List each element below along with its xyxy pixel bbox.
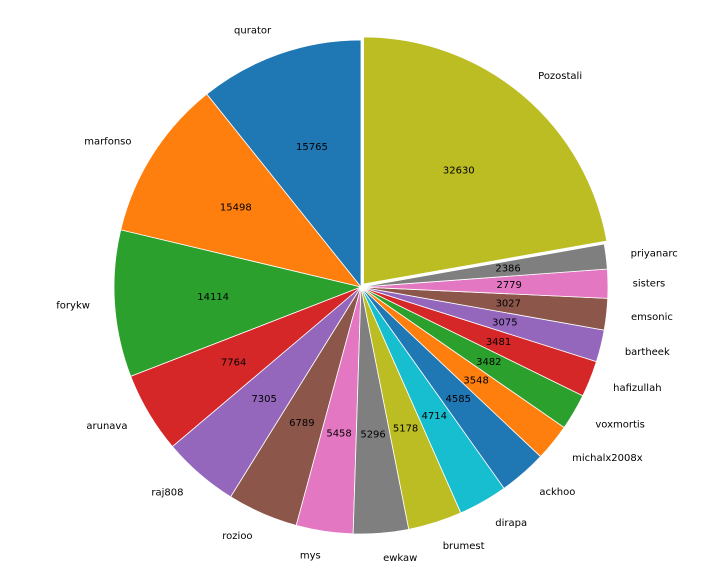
pie-slice-marfonso — [120, 93, 363, 288]
slice-value-mys: 5458 — [326, 429, 351, 440]
pie-slice-priyanarc — [360, 243, 608, 288]
slice-label-michalx2008x: michalx2008x — [572, 453, 643, 464]
slice-label-hafizullah: hafizullah — [613, 383, 661, 394]
slice-label-voxmortis: voxmortis — [595, 419, 645, 430]
slice-label-emsonic: emsonic — [631, 312, 673, 323]
slice-value-arunava: 7764 — [221, 358, 246, 369]
slice-label-sisters: sisters — [633, 278, 666, 289]
slice-value-ewkaw: 5296 — [360, 430, 385, 441]
slice-value-forykw: 14114 — [197, 292, 229, 303]
slice-label-arunava: arunava — [86, 421, 127, 432]
slice-value-rozioo: 6789 — [289, 418, 314, 429]
pie-slice-forykw — [113, 229, 363, 377]
slice-value-raj808: 7305 — [251, 394, 276, 405]
slice-label-priyanarc: priyanarc — [631, 248, 678, 259]
slice-label-qurator: qurator — [234, 26, 272, 37]
slice-value-bartheek: 3075 — [492, 317, 517, 328]
slice-label-mys: mys — [300, 551, 321, 562]
slice-label-ewkaw: ewkaw — [383, 553, 417, 564]
slice-value-sisters: 2779 — [496, 280, 521, 291]
slice-value-marfonso: 15498 — [220, 203, 252, 214]
slice-value-qurator: 15765 — [296, 142, 328, 153]
slice-value-voxmortis: 3482 — [476, 357, 501, 368]
slice-value-dirapa: 4714 — [422, 411, 447, 422]
slice-label-raj808: raj808 — [151, 488, 183, 499]
slice-label-marfonso: marfonso — [84, 137, 131, 148]
slice-label-bartheek: bartheek — [625, 347, 670, 358]
slice-value-pozostali: 32630 — [443, 165, 475, 176]
slice-value-emsonic: 3027 — [496, 298, 521, 309]
pie-slice-qurator — [206, 39, 362, 289]
slice-label-dirapa: dirapa — [495, 518, 527, 529]
slice-value-ackhoo: 4585 — [446, 394, 471, 405]
slice-label-pozostali: Pozostali — [538, 71, 582, 82]
slice-value-brumest: 5178 — [393, 423, 418, 434]
pie-slice-pozostali — [363, 36, 608, 285]
slice-value-michalx2008x: 3548 — [463, 375, 488, 386]
slice-value-hafizullah: 3481 — [486, 337, 511, 348]
slice-label-brumest: brumest — [443, 541, 485, 552]
slice-value-priyanarc: 2386 — [495, 264, 520, 275]
slice-label-rozioo: rozioo — [222, 531, 252, 542]
slice-label-ackhoo: ackhoo — [539, 487, 575, 498]
slice-label-forykw: forykw — [56, 301, 90, 312]
